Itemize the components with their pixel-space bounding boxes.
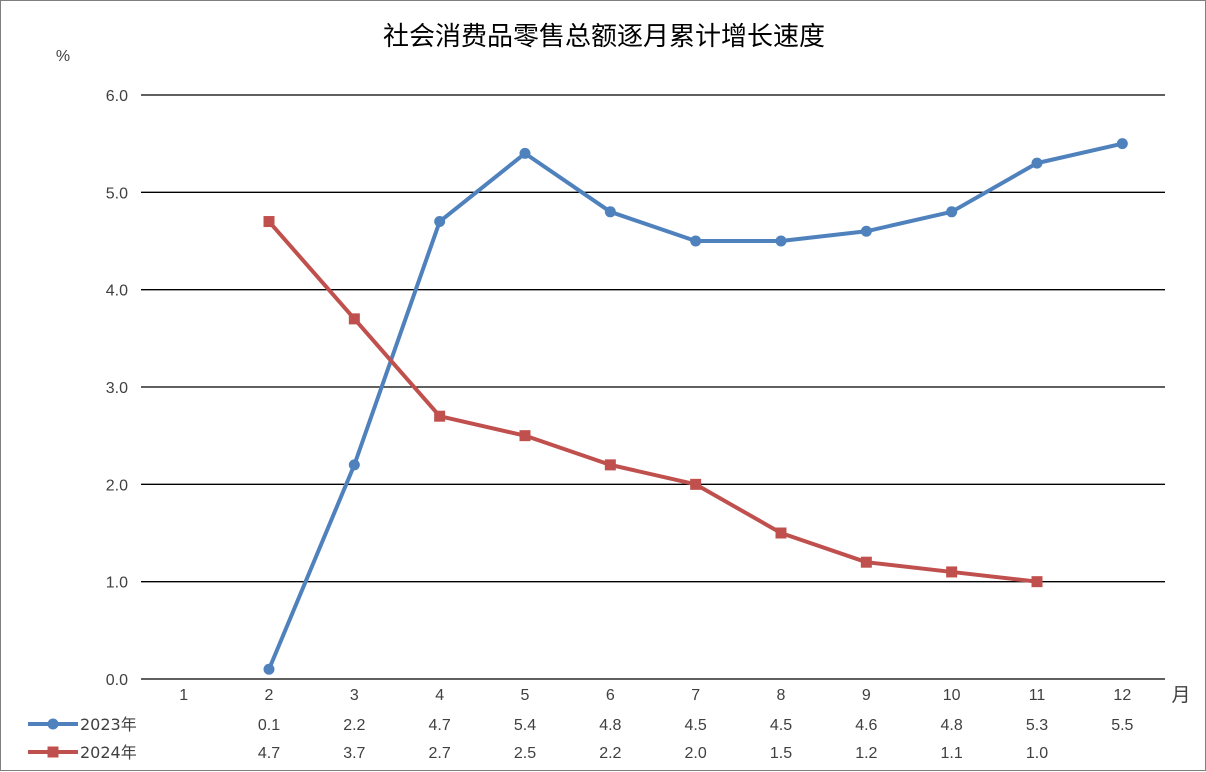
data-point <box>1116 138 1128 150</box>
legend-series-name: 2023年 <box>80 715 137 734</box>
data-table-cell: 2.7 <box>429 745 451 762</box>
x-tick-label: 7 <box>691 687 700 704</box>
data-table-cell: 2.0 <box>685 745 707 762</box>
data-point <box>775 235 787 247</box>
data-table-cell: 4.8 <box>941 717 963 734</box>
data-point <box>519 430 531 442</box>
data-table-cell: 2.5 <box>514 745 536 762</box>
series-line-2 <box>267 220 1038 584</box>
data-table-cell: 5.5 <box>1111 717 1133 734</box>
legend-key-marker <box>47 746 59 758</box>
data-point <box>519 147 531 159</box>
data-table-cell: 2.2 <box>343 717 365 734</box>
x-tick-label: 6 <box>606 687 615 704</box>
data-table-cell: 4.8 <box>599 717 621 734</box>
data-table-cell: 1.2 <box>855 745 877 762</box>
data-point <box>348 313 360 325</box>
data-table-cell: 3.7 <box>343 745 365 762</box>
y-tick-label: 0.0 <box>106 672 128 689</box>
data-point <box>860 556 872 568</box>
data-point <box>690 235 702 247</box>
x-tick-label: 10 <box>943 687 961 704</box>
gridlines <box>141 94 1165 680</box>
series-line-1 <box>267 141 1123 671</box>
data-point <box>1031 157 1043 169</box>
series-lines <box>263 138 1128 675</box>
data-table-cell: 1.0 <box>1026 745 1048 762</box>
y-axis-unit-label: % <box>56 48 70 65</box>
data-point <box>604 459 616 471</box>
data-point <box>348 459 360 471</box>
y-tick-label: 1.0 <box>106 575 128 592</box>
data-point <box>434 216 446 228</box>
x-tick-label: 12 <box>1113 687 1131 704</box>
y-tick-label: 3.0 <box>106 380 128 397</box>
x-tick-label: 8 <box>777 687 786 704</box>
data-table-cell: 4.7 <box>429 717 451 734</box>
x-tick-label: 2 <box>265 687 274 704</box>
data-table-cell: 5.3 <box>1026 717 1048 734</box>
y-tick-label: 5.0 <box>106 185 128 202</box>
data-table: 2023年 0.1 2.2 4.7 5.4 4.8 4.5 4.5 4.6 4.8 5.3 5.5 20… <box>28 715 1134 762</box>
y-tick-label: 4.0 <box>106 283 128 300</box>
x-tick-label: 5 <box>521 687 530 704</box>
x-tick-label: 11 <box>1029 687 1046 704</box>
chart-title: 社会消费品零售总额逐月累计增长速度 <box>383 22 825 52</box>
legend-series-name: 2024年 <box>80 743 137 762</box>
data-table-cell: 1.1 <box>941 745 963 762</box>
data-point <box>860 225 872 237</box>
x-tick-label: 1 <box>179 687 188 704</box>
data-point <box>946 206 958 218</box>
data-point <box>1031 576 1043 588</box>
data-table-cell: 4.7 <box>258 745 280 762</box>
x-tick-label: 3 <box>350 687 359 704</box>
x-axis-ticks: 1 2 3 4 5 6 7 8 9 10 11 12 <box>179 687 1131 704</box>
y-tick-label: 6.0 <box>106 88 128 105</box>
legend-key-marker <box>47 718 59 730</box>
data-point <box>263 216 275 228</box>
data-point <box>263 663 275 675</box>
data-table-cell: 0.1 <box>258 717 280 734</box>
data-table-cell: 4.5 <box>685 717 707 734</box>
y-axis-ticks: 0.0 1.0 2.0 3.0 4.0 5.0 6.0 <box>106 88 128 689</box>
data-table-cell: 2.2 <box>599 745 621 762</box>
x-tick-label: 9 <box>862 687 871 704</box>
data-point <box>690 478 702 490</box>
data-table-cell: 4.6 <box>855 717 877 734</box>
data-point <box>775 527 787 539</box>
data-point <box>434 410 446 422</box>
data-table-cell: 1.5 <box>770 745 792 762</box>
x-axis-unit-label: 月 <box>1171 685 1190 706</box>
data-point <box>604 206 616 218</box>
y-tick-label: 2.0 <box>106 477 128 494</box>
data-table-cell: 5.4 <box>514 717 536 734</box>
x-tick-label: 4 <box>435 687 444 704</box>
data-table-cell: 4.5 <box>770 717 792 734</box>
data-point <box>946 566 958 578</box>
